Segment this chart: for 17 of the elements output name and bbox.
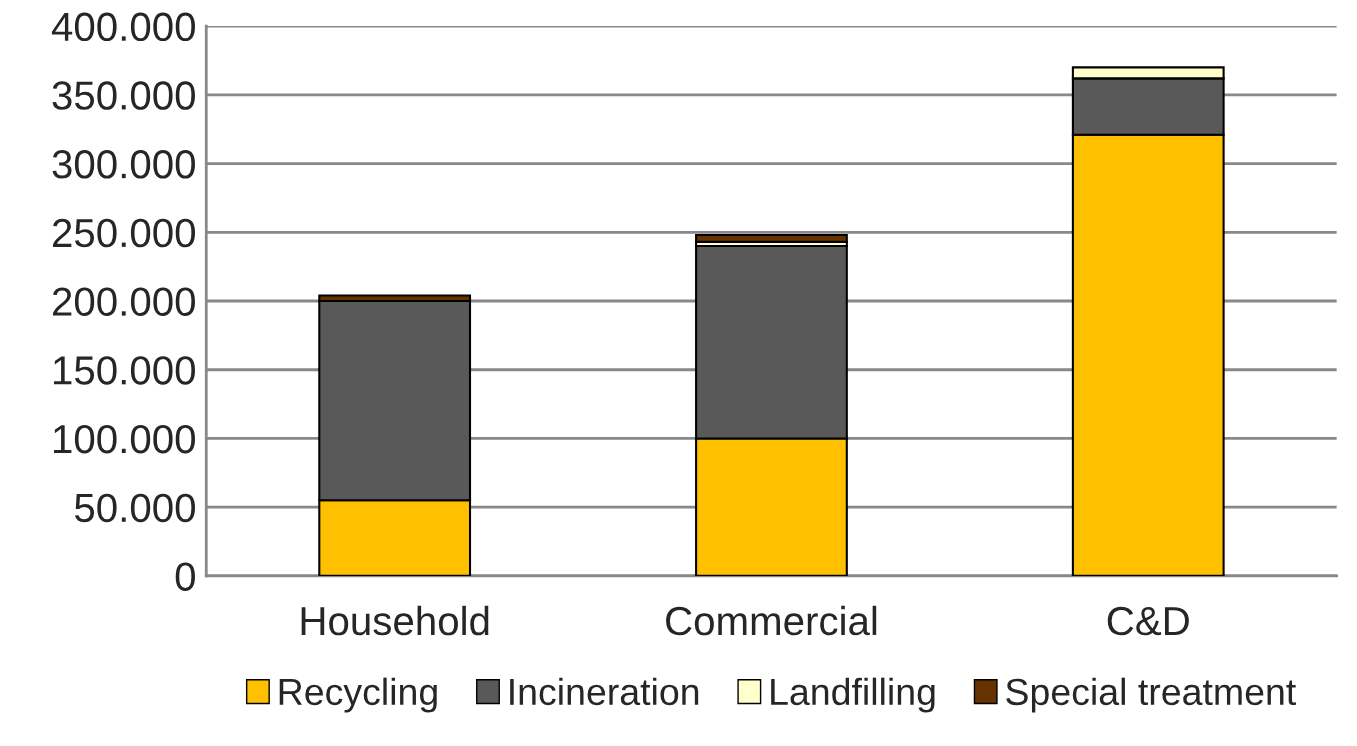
bar xyxy=(695,233,848,243)
y-tick-label: 200.000 xyxy=(52,287,195,316)
y-tick-label: 100.000 xyxy=(54,424,195,454)
y-tick-label: 50.000 xyxy=(74,493,195,523)
y-tick-label: 300.000 xyxy=(52,150,195,179)
legend-label: Incineration xyxy=(510,677,699,706)
x-tick-label: Commercial xyxy=(666,605,877,636)
legend-label: Landfilling xyxy=(771,677,935,713)
y-tick-label: 150.000 xyxy=(54,356,195,385)
y-tick-label: 0 xyxy=(175,562,195,591)
y-tick-label: 400.000 xyxy=(51,12,195,42)
x-tick-label: Household xyxy=(301,605,489,636)
legend-label: Special treatment xyxy=(1006,677,1296,713)
y-tick-label: 250.000 xyxy=(52,218,195,248)
y-tick-label: 350.000 xyxy=(52,81,195,110)
x-tick-label: C&D xyxy=(1107,606,1189,636)
legend-label: Recycling xyxy=(279,677,437,713)
